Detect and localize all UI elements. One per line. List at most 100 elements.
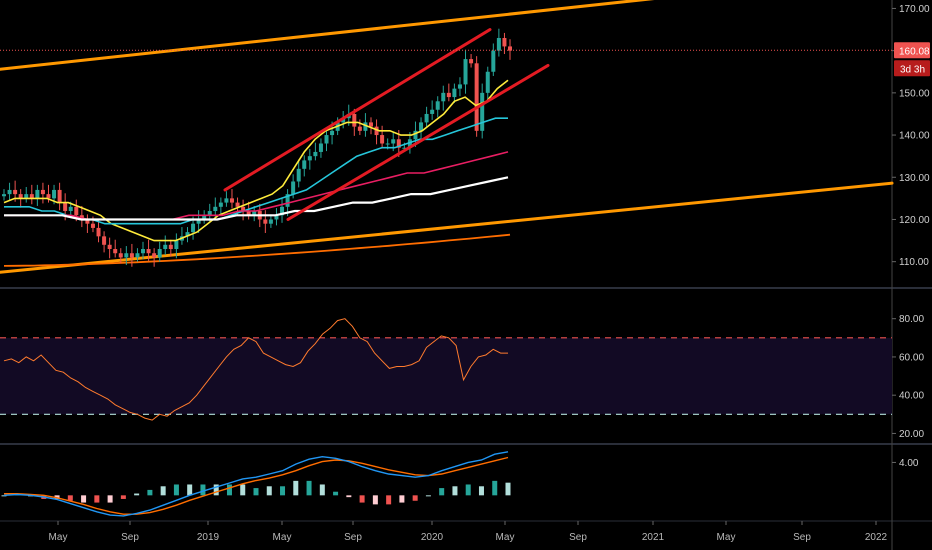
time-tick-label: 2021: [642, 532, 665, 543]
price-tick-label: 170.00: [899, 4, 930, 15]
candle: [285, 194, 290, 207]
macd-histogram-bar: [478, 486, 484, 496]
macd-histogram-bar: [1, 495, 7, 497]
macd-histogram-bar: [492, 480, 498, 496]
macd-histogram-bar: [213, 484, 219, 496]
candle: [341, 118, 346, 123]
macd-histogram-bar: [107, 495, 113, 503]
macd-histogram-bar: [372, 495, 378, 505]
candle: [191, 223, 196, 233]
macd-histogram-bar: [147, 489, 153, 496]
moving-average-line: [3, 79, 509, 242]
macd-pane: [1, 451, 511, 517]
candle: [407, 139, 412, 148]
candle: [85, 219, 90, 224]
macd-histogram-bar: [425, 495, 431, 497]
candle: [118, 253, 123, 258]
candle: [29, 194, 34, 199]
macd-histogram-bar: [293, 480, 299, 496]
macd-histogram-bar: [200, 484, 206, 496]
candle: [57, 189, 62, 203]
candle: [324, 135, 329, 144]
macd-histogram-bar: [439, 488, 445, 496]
candle: [446, 92, 451, 98]
candle: [129, 253, 134, 258]
macd-histogram-bar: [333, 491, 339, 496]
candle: [302, 160, 307, 169]
rsi-line: [3, 318, 508, 421]
macd-histogram-bar: [346, 495, 352, 498]
candle: [485, 71, 490, 93]
candle: [2, 194, 6, 197]
macd-histogram-bar: [412, 495, 418, 501]
candle: [330, 130, 335, 136]
candle: [107, 244, 112, 250]
candle: [307, 156, 312, 161]
candle: [274, 215, 279, 220]
candle: [391, 139, 396, 144]
macd-histogram-bar: [81, 495, 87, 503]
time-tick-label: May: [717, 532, 736, 543]
candle: [174, 240, 179, 250]
candle: [474, 63, 479, 131]
candle: [357, 126, 362, 131]
candle: [229, 198, 234, 203]
price-pane: [0, 0, 894, 274]
candle: [318, 143, 323, 152]
rsi-tick-label: 40.00: [899, 391, 924, 402]
candle: [441, 92, 446, 102]
candle: [508, 46, 512, 51]
price-axis: 170.00160.00150.00140.00130.00120.00110.…: [892, 4, 930, 469]
macd-histogram-bar: [386, 495, 392, 505]
time-tick-label: 2020: [421, 532, 444, 543]
candle: [163, 244, 168, 250]
time-tick-label: May: [496, 532, 515, 543]
macd-histogram-bar: [134, 493, 140, 496]
candle: [68, 206, 73, 212]
macd-histogram-bar: [67, 495, 73, 501]
macd-signal-line: [4, 456, 509, 515]
rsi-tick-label: 60.00: [899, 352, 924, 363]
time-tick-label: May: [273, 532, 292, 543]
countdown-badge: [894, 60, 930, 77]
candle: [419, 122, 424, 131]
candle: [374, 126, 379, 136]
candle: [241, 206, 246, 212]
candle: [352, 113, 357, 127]
candle: [313, 151, 318, 157]
candle: [146, 249, 151, 254]
macd-histogram-bar: [240, 484, 246, 496]
candle: [35, 189, 40, 199]
candle: [152, 253, 157, 258]
candle: [96, 227, 101, 237]
candle: [268, 219, 273, 224]
candle: [280, 206, 285, 216]
macd-histogram-bar: [226, 484, 232, 496]
candle: [63, 202, 68, 212]
candle: [218, 202, 223, 207]
candle: [46, 194, 51, 199]
time-tick-label: Sep: [793, 532, 811, 543]
candle: [435, 101, 440, 110]
candle: [430, 109, 435, 114]
macd-histogram-bar: [359, 495, 365, 503]
rsi-tick-label: 20.00: [899, 429, 924, 440]
candle: [7, 189, 12, 195]
long-moving-average: [3, 233, 511, 267]
macd-histogram-bar: [173, 484, 179, 496]
orange-trendline-upper: [0, 0, 655, 71]
macd-tick-label: 4.00: [899, 458, 919, 469]
candle: [263, 219, 268, 224]
candle: [368, 122, 373, 127]
time-tick-label: Sep: [121, 532, 139, 543]
countdown-value: 3d 3h: [900, 64, 925, 75]
macd-histogram-bar: [465, 484, 471, 496]
macd-histogram-bar: [505, 482, 511, 496]
macd-histogram-bar: [399, 495, 405, 503]
candle: [496, 37, 501, 51]
time-tick-label: 2022: [865, 532, 888, 543]
candle: [463, 59, 468, 85]
macd-histogram-bar: [452, 486, 458, 496]
